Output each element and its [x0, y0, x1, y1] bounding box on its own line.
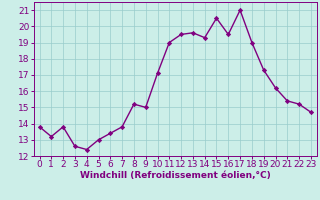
X-axis label: Windchill (Refroidissement éolien,°C): Windchill (Refroidissement éolien,°C) — [80, 171, 271, 180]
